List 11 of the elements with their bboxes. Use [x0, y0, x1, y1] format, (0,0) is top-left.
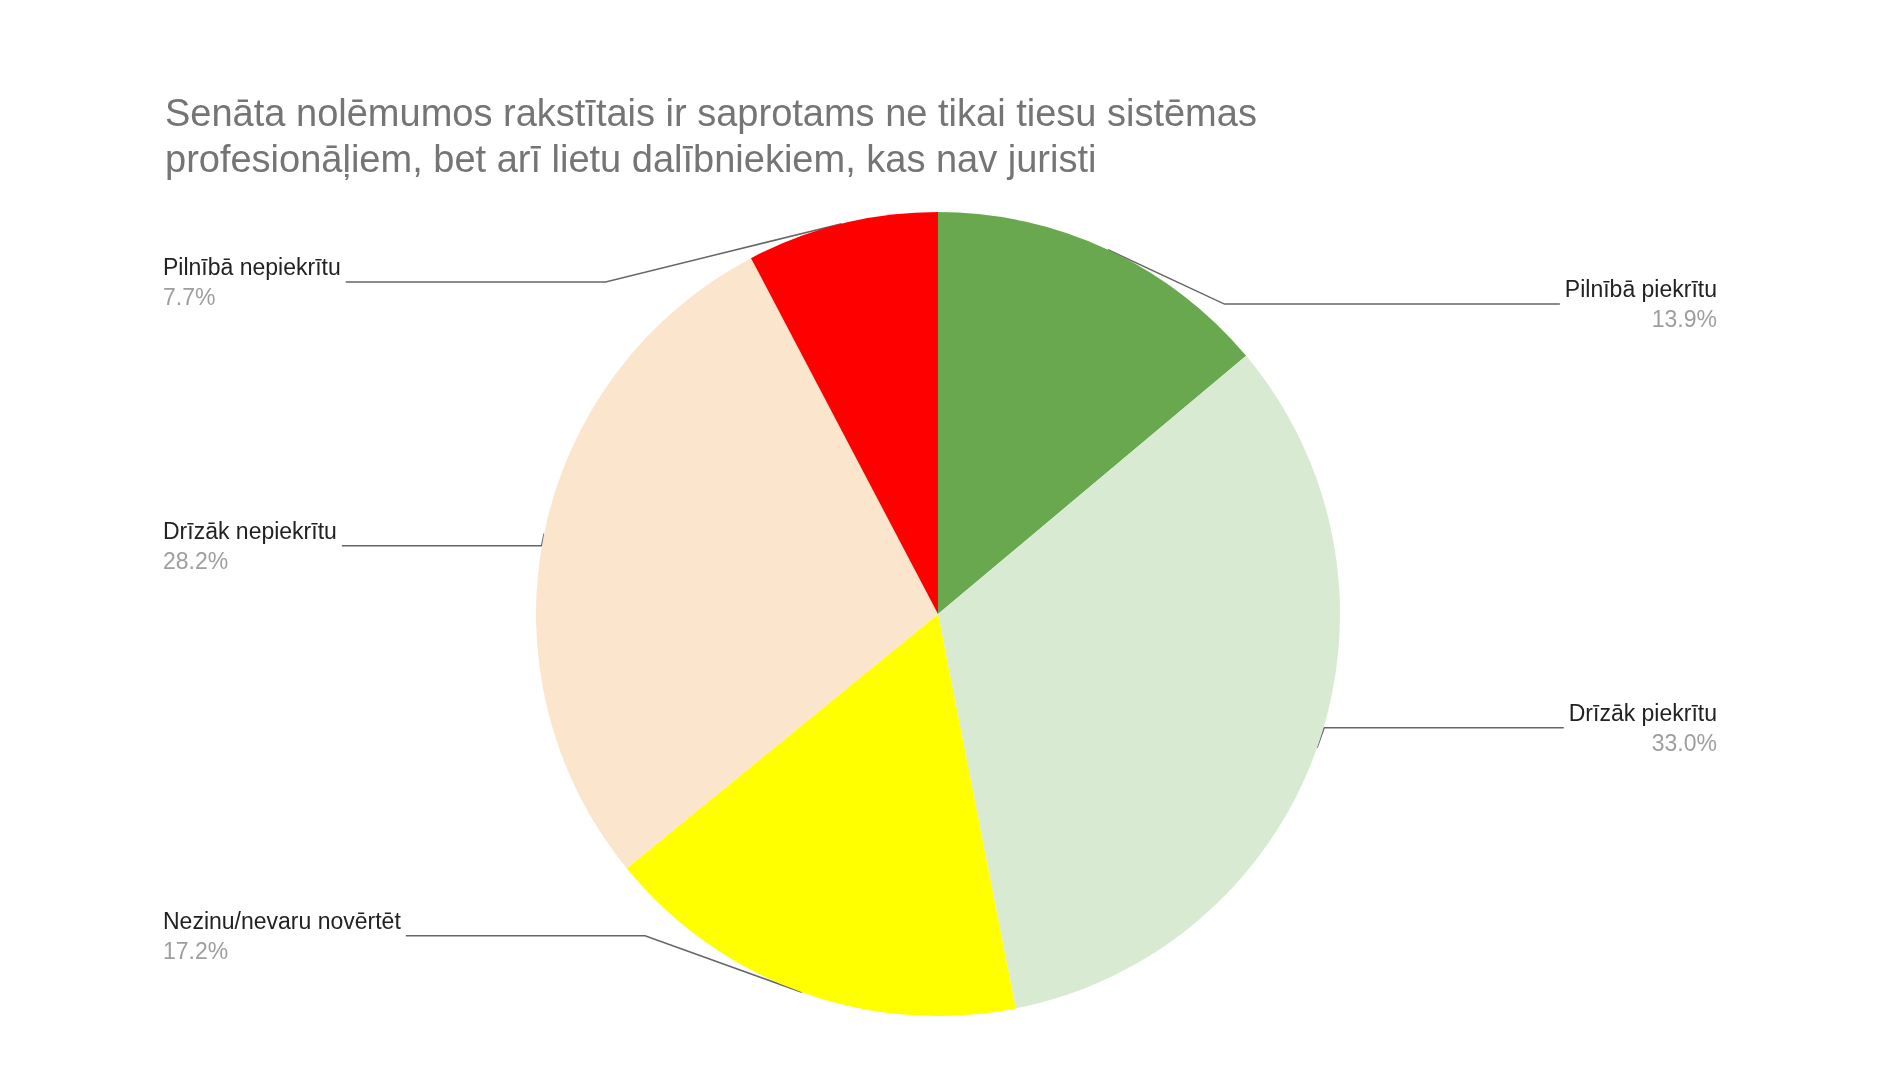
slice-label: Drīzāk nepiekrītu — [163, 517, 337, 544]
data-label: 33.0% — [1651, 729, 1717, 756]
slice-label: Pilnībā nepiekrītu — [163, 253, 341, 280]
data-label: 17.2% — [163, 937, 229, 964]
slice-label: Drīzāk piekrītu — [1568, 699, 1717, 726]
slice-label: Nezinu/nevaru novērtēt — [163, 907, 402, 934]
slice-label: Pilnībā piekrītu — [1564, 276, 1717, 303]
data-label: 7.7% — [163, 283, 216, 310]
data-label: 13.9% — [1651, 306, 1717, 333]
chart-title: Senāta nolēmumos rakstītais ir saprotams ne tikai tiesu sistēmas profesionāļiem, bet arī lietu dalībniekiem, kas nav juristi — [165, 92, 1257, 180]
data-label: 28.2% — [163, 547, 229, 574]
